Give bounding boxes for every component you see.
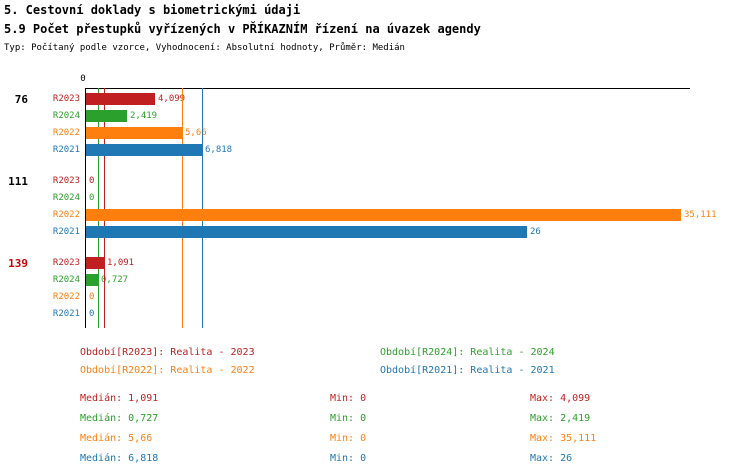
value-label: 0	[89, 193, 95, 203]
series-label-R2022: R2022	[52, 128, 80, 138]
bar-R2022	[86, 127, 182, 139]
bar-R2024	[86, 110, 127, 122]
value-label: 5,66	[185, 128, 207, 138]
report-subtitle: Typ: Počítaný podle vzorce, Vyhodnocení:…	[4, 43, 405, 53]
series-label-R2021: R2021	[52, 309, 80, 319]
series-label-R2024: R2024	[52, 193, 80, 203]
stat-min: Min: 0	[330, 393, 367, 404]
legend-item: Období[R2024]: Realita - 2024	[380, 347, 555, 358]
group-label: 76	[14, 93, 28, 106]
value-label: 0	[89, 309, 95, 319]
series-label-R2023: R2023	[52, 94, 80, 104]
group-label: 111	[8, 175, 28, 188]
group-label: 139	[8, 257, 28, 270]
x-axis-line	[85, 88, 690, 89]
stat-min: Min: 0	[330, 433, 367, 444]
value-label: 1,091	[107, 258, 135, 268]
stat-min: Min: 0	[330, 453, 367, 464]
value-label: 4,099	[158, 94, 186, 104]
bar-R2024	[86, 274, 98, 286]
median-line-R2021	[202, 88, 203, 328]
stat-min: Min: 0	[330, 413, 367, 424]
value-label: 0	[89, 176, 95, 186]
stat-max: Max: 2,419	[530, 413, 591, 424]
y-axis-line	[85, 88, 86, 328]
stat-median: Medián: 5,66	[80, 433, 153, 444]
bar-R2023	[86, 93, 155, 105]
median-line-R2022	[182, 88, 183, 328]
series-label-R2023: R2023	[52, 176, 80, 186]
series-label-R2024: R2024	[52, 111, 80, 121]
series-label-R2024: R2024	[52, 275, 80, 285]
stat-median: Medián: 6,818	[80, 453, 159, 464]
bar-R2022	[86, 209, 681, 221]
stat-max: Max: 4,099	[530, 393, 591, 404]
legend-item: Období[R2023]: Realita - 2023	[80, 347, 255, 358]
value-label: 0,727	[101, 275, 129, 285]
legend-item: Období[R2022]: Realita - 2022	[80, 365, 255, 376]
median-line-R2024	[98, 88, 99, 328]
bar-R2023	[86, 257, 104, 269]
series-label-R2021: R2021	[52, 227, 80, 237]
bar-R2021	[86, 144, 202, 156]
value-label: 35,111	[684, 210, 717, 220]
value-label: 2,419	[130, 111, 158, 121]
stat-median: Medián: 1,091	[80, 393, 159, 404]
value-label: 6,818	[205, 145, 233, 155]
value-label: 0	[89, 292, 95, 302]
series-label-R2022: R2022	[52, 292, 80, 302]
series-label-R2023: R2023	[52, 258, 80, 268]
report-title-line2: 5.9 Počet přestupků vyřízených v PŘÍKAZN…	[4, 22, 481, 36]
stat-max: Max: 26	[530, 453, 573, 464]
series-label-R2021: R2021	[52, 145, 80, 155]
series-label-R2022: R2022	[52, 210, 80, 220]
bar-R2021	[86, 226, 527, 238]
report-title-line1: 5. Cestovní doklady s biometrickými údaj…	[4, 3, 301, 17]
stat-median: Medián: 0,727	[80, 413, 159, 424]
axis-zero-label: 0	[80, 74, 86, 84]
value-label: 26	[530, 227, 541, 237]
legend-item: Období[R2021]: Realita - 2021	[380, 365, 555, 376]
stat-max: Max: 35,111	[530, 433, 597, 444]
median-line-R2023	[104, 88, 105, 328]
